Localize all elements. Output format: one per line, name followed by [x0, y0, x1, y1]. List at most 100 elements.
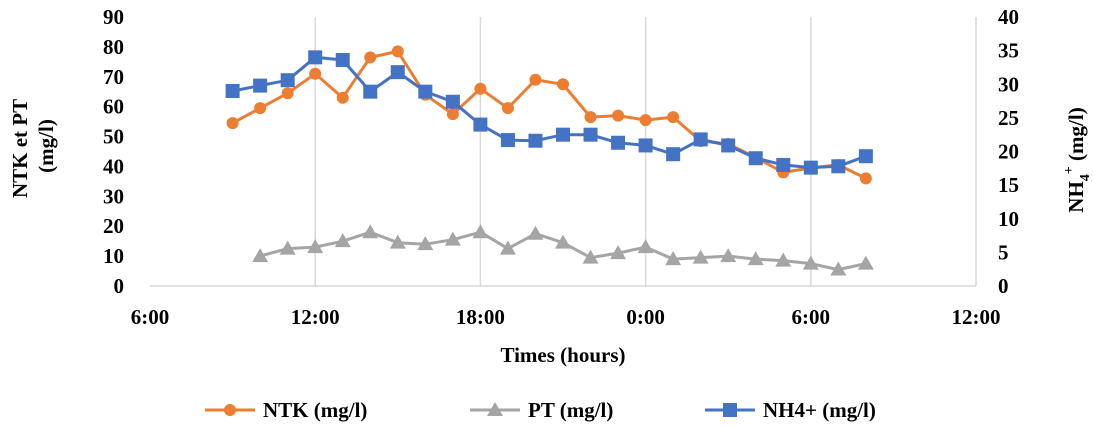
data-point [775, 252, 792, 267]
data-point [472, 224, 489, 239]
data-point [720, 248, 737, 263]
right-y-axis-title-tail: (mg/l) [1064, 107, 1088, 166]
data-point [637, 239, 654, 254]
data-point [417, 236, 434, 251]
data-point [748, 151, 763, 166]
left-y-axis-title-line1: NTK et PT [8, 99, 32, 198]
data-point [444, 231, 461, 246]
data-point [252, 248, 269, 263]
data-point [582, 249, 599, 264]
right-y-tick-label: 10 [998, 207, 1019, 231]
data-point [529, 73, 542, 86]
right-y-axis-title-main: NH [1064, 181, 1088, 213]
right-y-ticks: 0 5 10 15 20 25 30 35 40 [998, 5, 1019, 298]
x-ticks: 6:00 12:00 18:00 0:00 6:00 12:00 [131, 305, 1001, 329]
left-y-axis-title-line2: (mg/l) [34, 119, 58, 173]
data-point [611, 135, 626, 150]
data-point [610, 245, 627, 260]
data-point [362, 224, 379, 239]
data-point [555, 234, 571, 249]
legend: NTK (mg/l) PT (mg/l) NH4+ (mg/l) [205, 398, 876, 422]
data-point [557, 78, 569, 91]
x-tick-label: 18:00 [456, 305, 505, 329]
right-y-axis-title: NH4+ (mg/l) [1062, 107, 1093, 212]
legend-item: PT (mg/l) [470, 398, 613, 422]
data-point [445, 94, 460, 109]
data-point [363, 84, 378, 99]
data-point [364, 51, 377, 64]
legend-marker [487, 402, 503, 416]
data-point [253, 78, 268, 93]
data-point [692, 249, 709, 264]
right-y-axis-title-sub: 4 [1078, 174, 1093, 181]
data-point [803, 160, 818, 175]
right-y-tick-label: 25 [998, 106, 1019, 130]
left-y-tick-label: 80 [103, 35, 124, 59]
data-point [830, 261, 847, 276]
x-axis-title: Times (hours) [500, 343, 625, 367]
series-line [232, 55, 867, 170]
legend-label: NH4+ (mg/l) [763, 398, 876, 422]
x-tick-label: 12:00 [291, 305, 340, 329]
right-y-tick-label: 35 [998, 39, 1019, 63]
data-point [638, 138, 653, 153]
right-y-tick-label: 40 [998, 5, 1019, 29]
left-y-tick-label: 30 [103, 184, 124, 208]
data-point [666, 147, 681, 162]
data-point [556, 127, 570, 142]
data-point [802, 255, 819, 270]
data-point [721, 138, 736, 153]
left-y-tick-label: 70 [103, 65, 124, 89]
left-y-tick-label: 60 [103, 95, 124, 119]
right-y-tick-label: 15 [998, 173, 1019, 197]
data-point [667, 111, 680, 124]
data-point [307, 239, 324, 254]
data-point [389, 234, 406, 249]
data-point [501, 102, 514, 115]
series-layer [225, 45, 874, 276]
right-y-tick-label: 30 [998, 72, 1019, 96]
data-point [693, 132, 708, 147]
legend-label: NTK (mg/l) [263, 398, 367, 422]
data-point [281, 87, 294, 100]
data-point [279, 240, 296, 255]
data-point [831, 159, 846, 174]
legend-marker [723, 403, 737, 417]
data-point [391, 45, 404, 58]
series-line [231, 49, 867, 180]
data-point [334, 233, 351, 248]
data-point [584, 111, 597, 124]
data-point [309, 67, 322, 80]
x-tick-label: 6:00 [131, 305, 170, 329]
data-point [665, 251, 682, 266]
data-point [308, 50, 323, 65]
legend-item: NH4+ (mg/l) [705, 398, 876, 422]
data-point [474, 82, 487, 95]
right-y-tick-label: 0 [998, 274, 1009, 298]
data-point [858, 149, 873, 164]
left-y-tick-label: 50 [103, 125, 124, 149]
data-point [336, 91, 349, 104]
legend-label: PT (mg/l) [528, 398, 613, 422]
data-point [254, 102, 267, 115]
data-point [335, 53, 350, 68]
series-triangle [252, 224, 874, 276]
x-tick-label: 12:00 [952, 305, 1001, 329]
data-point [500, 133, 515, 148]
data-point [747, 251, 764, 266]
left-y-tick-label: 10 [103, 244, 124, 268]
right-y-tick-label: 5 [998, 240, 1009, 264]
data-point [390, 65, 405, 80]
data-point [776, 157, 791, 172]
data-point [280, 73, 295, 88]
data-point [527, 225, 544, 240]
data-point [225, 83, 240, 98]
data-point [859, 172, 872, 185]
data-point [612, 109, 625, 122]
data-point [528, 133, 543, 148]
data-point [583, 127, 598, 142]
left-y-tick-label: 90 [103, 5, 124, 29]
legend-item: NTK (mg/l) [205, 398, 367, 422]
left-y-axis-title: NTK et PT (mg/l) [8, 94, 58, 198]
